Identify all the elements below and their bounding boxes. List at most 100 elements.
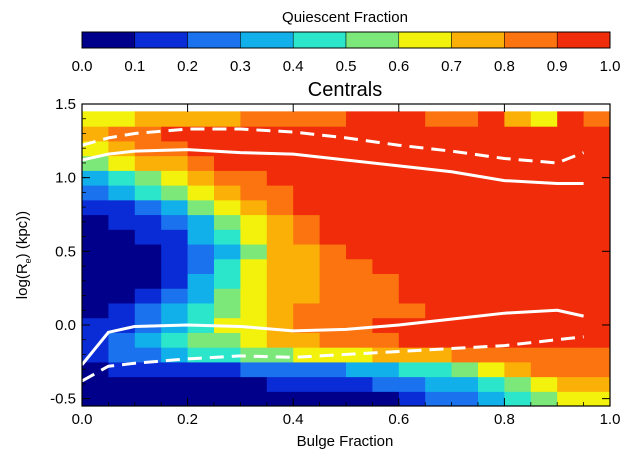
heatmap-cell — [134, 302, 162, 319]
heatmap-cell — [108, 111, 136, 127]
y-axis-ticks: -0.5 0.0 0.5 1.0 1.5 — [50, 96, 610, 408]
heatmap-cell — [398, 170, 426, 186]
heatmap-cell — [214, 391, 241, 406]
colorbar-swatch — [240, 31, 294, 49]
heatmap-cell — [214, 376, 241, 392]
heatmap-cell — [425, 155, 453, 171]
heatmap-cell — [557, 170, 585, 186]
heatmap-cell — [240, 302, 268, 319]
heatmap-cell — [583, 199, 610, 216]
heatmap-cell — [372, 214, 400, 230]
heatmap-cell — [346, 302, 373, 319]
heatmap-cell — [478, 185, 505, 201]
x-tick-label: 0.4 — [283, 411, 304, 428]
heatmap-cell — [425, 258, 453, 275]
heatmap-cell — [557, 258, 585, 275]
heatmap-cell — [451, 155, 479, 171]
overlay-lines — [82, 127, 585, 383]
heatmap-cell — [451, 391, 479, 406]
heatmap-cell — [530, 347, 558, 363]
heatmap-cell — [478, 258, 505, 275]
heatmap-cell — [161, 229, 189, 245]
heatmap-cell — [451, 273, 479, 289]
heatmap-cell — [583, 170, 610, 186]
heatmap-cell — [372, 361, 400, 378]
colorbar-tick-label: 0.1 — [124, 58, 145, 75]
heatmap-cell — [504, 317, 532, 333]
heatmap-cell — [425, 170, 453, 186]
heatmap-cell — [451, 347, 479, 363]
heatmap-cell — [214, 273, 241, 289]
heatmap-cell — [319, 258, 347, 275]
heatmap-cell — [398, 273, 426, 289]
heatmap-cell — [504, 199, 532, 216]
heatmap-cell — [425, 361, 453, 378]
heatmap-cell — [504, 302, 532, 319]
colorbar-swatch — [556, 31, 611, 49]
heatmap-cell — [266, 199, 294, 216]
heatmap-cell — [583, 126, 610, 142]
heatmap-cell — [504, 229, 532, 245]
heatmap-cell — [319, 126, 347, 142]
heatmap-cell — [372, 199, 400, 216]
x-axis-ticks: 0.0 0.2 0.4 0.6 0.8 1.0 — [72, 104, 620, 428]
heatmap-cell — [161, 288, 189, 304]
heatmap-cell — [372, 273, 400, 289]
heatmap-cell — [346, 199, 373, 216]
heatmap-cell — [108, 391, 136, 406]
colorbar-swatch — [345, 31, 400, 49]
heatmap-cell — [293, 391, 321, 406]
heatmap-cell — [530, 111, 558, 127]
heatmap-cell — [108, 288, 136, 304]
colorbar-tick-label: 0.7 — [441, 58, 462, 75]
heatmap-cell — [293, 185, 321, 201]
heatmap-cell — [161, 302, 189, 319]
heatmap-cell — [293, 288, 321, 304]
heatmap-cell — [583, 376, 610, 392]
y-axis-label-main: log(R — [14, 263, 31, 299]
heatmap-cell — [478, 288, 505, 304]
colorbar-swatch — [292, 31, 347, 49]
colorbar-tick-label: 0.3 — [230, 58, 251, 75]
heatmap-cell — [266, 111, 294, 127]
heatmap-cell — [398, 199, 426, 216]
heatmap-cell — [530, 288, 558, 304]
heatmap-cell — [372, 376, 400, 392]
heatmap-cell — [319, 140, 347, 157]
heatmap-cell — [266, 243, 294, 260]
heatmap-cell — [266, 376, 294, 392]
heatmap-cell — [161, 391, 189, 406]
heatmap-cell — [293, 376, 321, 392]
heatmap-cell — [451, 185, 479, 201]
heatmap-cell — [504, 258, 532, 275]
heatmap-cell — [557, 391, 585, 406]
heatmap-cell — [398, 332, 426, 348]
heatmap-cell — [214, 199, 241, 216]
x-axis-label: Bulge Fraction — [297, 433, 394, 450]
heatmap-cell — [504, 185, 532, 201]
heatmap-cell — [425, 376, 453, 392]
heatmap-cell — [161, 376, 189, 392]
solid-contour-line — [82, 148, 584, 186]
heatmap-cell — [478, 332, 505, 348]
heatmap-cell — [240, 199, 268, 216]
heatmap-cell — [398, 229, 426, 245]
heatmap-cell — [583, 243, 610, 260]
heatmap-cell — [214, 361, 241, 378]
y-tick-label: 0.5 — [55, 243, 76, 260]
heatmap-cell — [108, 347, 136, 363]
heatmap-cell — [398, 288, 426, 304]
heatmap-cell — [266, 258, 294, 275]
heatmap-cell — [346, 140, 373, 157]
heatmap-cell — [346, 391, 373, 406]
heatmap-cell — [266, 332, 294, 348]
heatmap-cell — [187, 214, 215, 230]
heatmap-cell — [134, 214, 162, 230]
heatmap-cell — [187, 258, 215, 275]
heatmap-cell — [187, 185, 215, 201]
heatmap-cell — [451, 199, 479, 216]
heatmap-cell — [319, 302, 347, 319]
heatmap-cell — [108, 302, 136, 319]
heatmap-cell — [451, 214, 479, 230]
heatmap-cell — [108, 243, 136, 260]
